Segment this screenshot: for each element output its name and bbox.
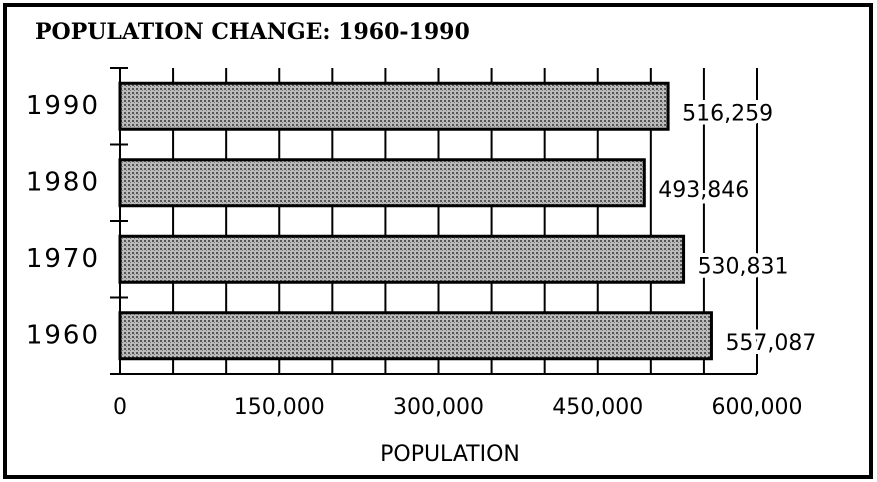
value-label: 557,087 [725, 331, 816, 356]
y-tick-label: 1970 [26, 244, 100, 274]
bar [118, 234, 686, 284]
y-tick-label: 1980 [26, 167, 100, 197]
x-axis-label: POPULATION [380, 442, 520, 467]
bar [118, 311, 713, 361]
x-tick-label: 0 [113, 395, 127, 420]
y-tick-label: 1990 [26, 91, 100, 121]
chart-title: POPULATION CHANGE: 1960-1990 [35, 19, 470, 45]
x-tick-label: 300,000 [393, 395, 484, 420]
x-tick-label: 450,000 [552, 395, 643, 420]
value-label: 516,259 [682, 101, 773, 126]
x-tick-label: 600,000 [712, 395, 803, 420]
bar [118, 158, 646, 208]
y-tick-label: 1960 [26, 320, 100, 350]
x-tick-label: 150,000 [234, 395, 325, 420]
value-label: 530,831 [698, 254, 789, 279]
bar [118, 81, 670, 131]
value-label: 493,846 [658, 178, 749, 203]
